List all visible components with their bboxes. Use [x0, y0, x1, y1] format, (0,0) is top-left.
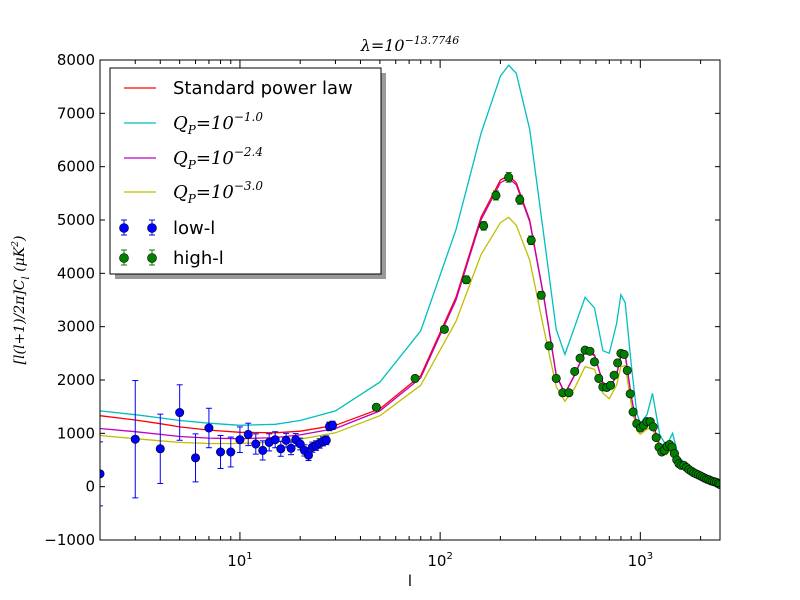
data-point: [439, 324, 449, 334]
data-point: [270, 435, 280, 445]
legend-marker-low-l: [119, 219, 157, 236]
data-point: [606, 380, 616, 390]
data-point: [585, 346, 595, 356]
legend-label-standard: Standard power law: [173, 78, 353, 99]
y-tick-label: 1000: [57, 424, 95, 442]
data-point: [589, 357, 599, 367]
data-point: [191, 453, 201, 463]
data-point: [570, 366, 580, 376]
data-point: [504, 172, 514, 182]
data-point: [619, 349, 629, 359]
data-point: [648, 422, 658, 432]
series-points-5: [371, 172, 720, 490]
x-tick-label: 103: [628, 551, 653, 570]
x-tick-label: 102: [427, 551, 452, 570]
data-point: [526, 235, 536, 245]
data-point: [613, 358, 623, 368]
data-point: [622, 365, 632, 375]
data-point: [371, 402, 381, 412]
series-points-4: [100, 380, 338, 507]
data-point: [479, 221, 489, 231]
data-point: [243, 429, 253, 439]
data-point: [491, 190, 501, 200]
data-point: [410, 373, 420, 383]
legend-box: [109, 67, 382, 275]
y-tick-label: 0: [85, 478, 95, 496]
chart-title: λ=10−13.7746: [360, 34, 460, 55]
data-point: [564, 388, 574, 398]
data-point: [461, 275, 471, 285]
y-tick-label: −1000: [44, 531, 95, 549]
y-tick-label: 6000: [57, 158, 95, 176]
data-point: [515, 195, 525, 205]
y-tick-label: 3000: [57, 318, 95, 336]
data-point: [628, 407, 638, 417]
data-point: [625, 389, 635, 399]
data-point: [328, 420, 338, 430]
y-tick-label: 5000: [57, 211, 95, 229]
data-point: [130, 434, 140, 444]
data-point: [204, 423, 214, 433]
data-point: [575, 353, 585, 363]
data-point: [609, 370, 619, 380]
y-tick-label: 8000: [57, 51, 95, 69]
data-point: [251, 439, 261, 449]
y-axis-label: [l(l+1)/2π]Cl (μK2): [11, 236, 32, 365]
plot-frame: [99, 59, 721, 541]
data-point: [303, 450, 313, 460]
data-point: [226, 447, 236, 457]
legend: Standard power law QP=10−1.0 QP=10−2.4 Q…: [109, 67, 386, 279]
data-point: [235, 435, 245, 445]
legend-label-qp1: QP=10−1.0: [173, 110, 263, 137]
data-point: [551, 373, 561, 383]
x-axis-label: l: [408, 572, 412, 590]
data-point: [281, 435, 291, 445]
data-point: [286, 443, 296, 453]
data-point: [276, 444, 286, 454]
data-point: [651, 433, 661, 443]
data-point: [155, 444, 165, 454]
data-point: [536, 290, 546, 300]
legend-label-qp3: QP=10−3.0: [173, 179, 263, 206]
legend-label-qp2: QP=10−2.4: [173, 145, 263, 172]
data-point: [594, 373, 604, 383]
x-tick-label: 101: [227, 551, 252, 570]
data-point: [216, 447, 226, 457]
y-tick-label: 7000: [57, 104, 95, 122]
data-point: [321, 435, 331, 445]
legend-label-low-l: low-l: [173, 218, 215, 239]
data-point: [295, 439, 305, 449]
y-tick-label: 2000: [57, 371, 95, 389]
legend-marker-high-l: [119, 249, 157, 266]
data-point: [258, 445, 268, 455]
data-point: [544, 341, 554, 351]
legend-label-high-l: high-l: [173, 248, 224, 269]
data-point: [175, 408, 185, 418]
y-tick-label: 4000: [57, 264, 95, 282]
